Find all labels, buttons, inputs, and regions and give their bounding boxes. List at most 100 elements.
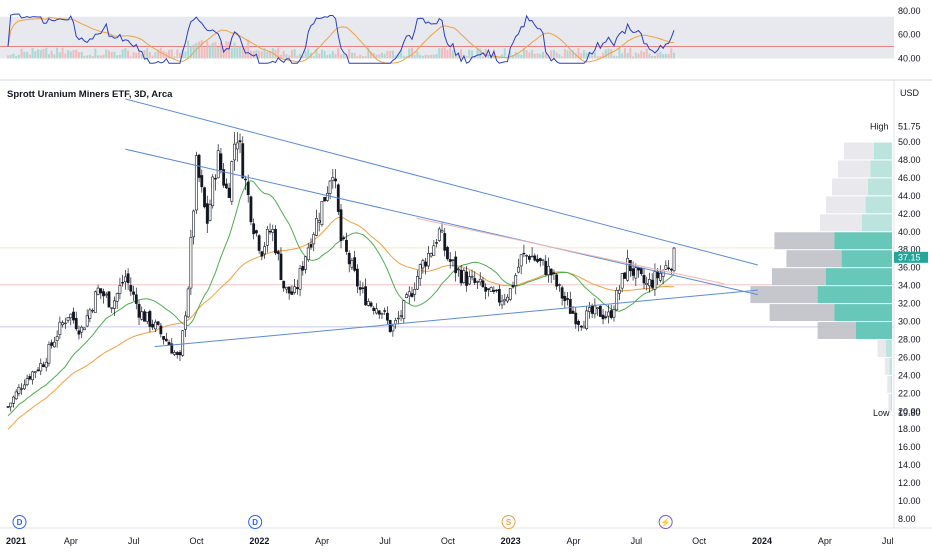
candle-body xyxy=(626,258,630,281)
volume-bar xyxy=(277,47,280,59)
profile-row-value-area xyxy=(834,304,892,322)
volume-bar xyxy=(282,50,285,59)
volume-bar xyxy=(72,50,75,59)
volume-bar xyxy=(569,50,572,59)
profile-row-value-area xyxy=(868,178,892,196)
volume-bar xyxy=(345,55,348,59)
candle-body xyxy=(506,296,509,302)
candle-body xyxy=(77,330,81,335)
volume-bar xyxy=(629,48,632,59)
candle-body xyxy=(448,259,452,262)
volume-bar xyxy=(536,53,539,59)
candle-body xyxy=(263,246,266,255)
candle-body xyxy=(495,289,499,292)
profile-row-value-area xyxy=(889,357,892,375)
volume-bar xyxy=(170,49,173,59)
candle-body xyxy=(623,272,627,279)
volume-bar xyxy=(269,51,272,59)
volume-bar xyxy=(566,50,569,59)
candle-body xyxy=(287,286,291,294)
candle-body xyxy=(178,352,182,356)
volume-bar xyxy=(432,54,435,59)
candle-body xyxy=(285,286,288,290)
volume-bar xyxy=(421,55,424,59)
volume-bar xyxy=(511,55,514,59)
time-axis[interactable]: 2021 Apr Jul Oct 2022 Apr Jul Oct 2023 Apr Jul Oct 2… xyxy=(6,536,893,546)
volume-bar xyxy=(623,48,626,59)
high-value: 51.75 xyxy=(898,121,921,131)
candle-body xyxy=(39,363,43,372)
volume-bar xyxy=(656,53,659,59)
volume-bar xyxy=(645,48,648,59)
price-axis[interactable]: 8.00 10.00 12.00 14.00 16.00 18.00 20.00 22.00 2… xyxy=(898,137,921,524)
volume-bar xyxy=(211,42,214,59)
volume-bar xyxy=(326,55,329,59)
volume-bar xyxy=(405,55,408,59)
volume-bar xyxy=(435,53,438,59)
volume-bar xyxy=(293,49,296,59)
candle-body xyxy=(61,322,64,326)
candle-body xyxy=(80,326,84,333)
candle-body xyxy=(252,223,256,235)
candle-body xyxy=(254,230,258,234)
profile-row-total xyxy=(826,196,866,214)
candle-body xyxy=(568,299,572,314)
candle-body xyxy=(323,196,327,202)
event-markers[interactable]: D D S ⚡ xyxy=(12,515,673,529)
volume-bar xyxy=(522,48,525,59)
candle-body xyxy=(426,253,430,267)
candle-body xyxy=(298,267,302,290)
candle-body xyxy=(309,244,313,248)
volume-bar xyxy=(367,47,370,59)
candle-body xyxy=(53,341,56,348)
candle-body xyxy=(519,254,523,267)
candle-body xyxy=(645,283,649,285)
candle-body xyxy=(664,265,668,270)
candle-body xyxy=(388,320,392,333)
candle-body xyxy=(429,253,433,257)
candle-body xyxy=(244,178,247,181)
candle-body xyxy=(14,391,18,400)
volume-bar xyxy=(233,42,236,59)
candle-body xyxy=(353,257,357,271)
volume-bar xyxy=(162,50,165,59)
candle-body xyxy=(55,336,59,341)
candle-body xyxy=(132,291,135,295)
candle-body xyxy=(446,247,449,260)
candle-body xyxy=(118,285,122,294)
volume-bar xyxy=(47,54,50,59)
volume-bar xyxy=(91,55,94,59)
volume-bar xyxy=(75,49,78,59)
candle-body xyxy=(421,260,425,269)
volume-bar xyxy=(178,52,181,59)
price-tick: 32.00 xyxy=(898,299,921,309)
volume-bar xyxy=(263,48,266,59)
candle-body xyxy=(145,311,149,322)
volume-bar xyxy=(312,56,315,59)
candle-body xyxy=(435,242,438,244)
volume-bar xyxy=(531,49,534,59)
volume-bar xyxy=(99,55,102,59)
candle-body xyxy=(246,181,250,196)
volume-bar xyxy=(662,54,665,59)
candle-body xyxy=(517,266,520,273)
trendlines[interactable] xyxy=(125,98,758,348)
price-tick: 50.00 xyxy=(898,137,921,147)
candle-body xyxy=(618,289,621,294)
candle-body xyxy=(418,264,422,279)
event-marker xyxy=(12,515,27,529)
candle-body xyxy=(405,294,408,298)
low-value: 19.80 xyxy=(898,408,921,418)
candle-body xyxy=(342,237,346,240)
time-tick: Oct xyxy=(692,536,707,546)
volume-bar xyxy=(585,52,588,59)
volume-bar xyxy=(42,48,45,59)
volume-bar xyxy=(648,53,651,59)
volume-bar xyxy=(187,40,190,59)
candle-body xyxy=(301,265,305,271)
candle-body xyxy=(238,140,242,143)
candle-body xyxy=(102,291,105,297)
volume-bar xyxy=(460,49,463,59)
